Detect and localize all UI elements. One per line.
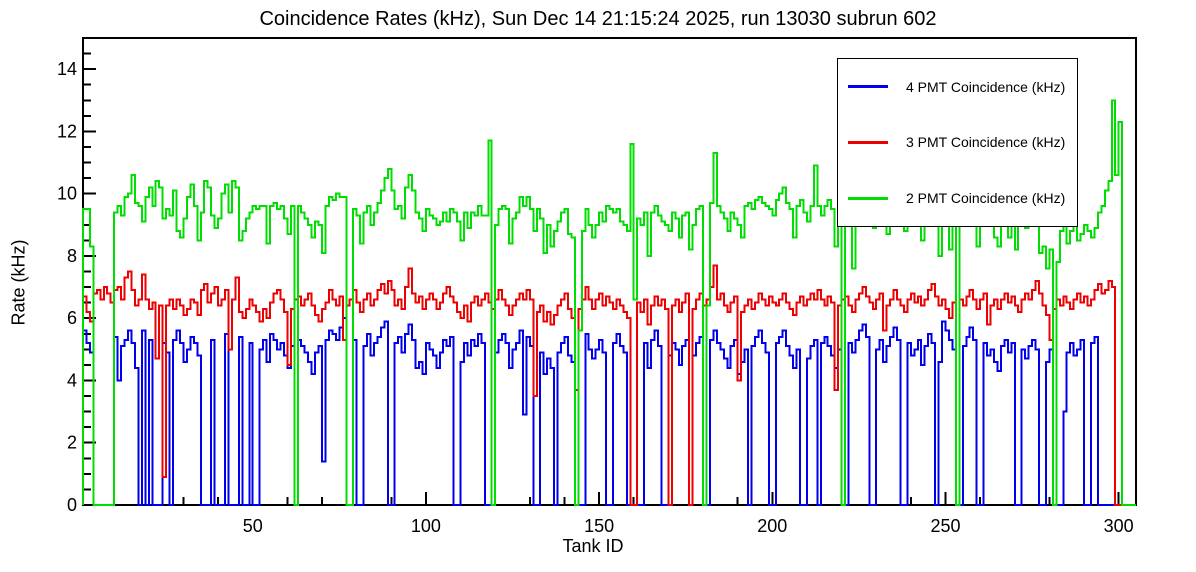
- x-tick-label: 150: [584, 516, 614, 536]
- legend-entry-2pmt: 2 PMT Coincidence (kHz): [838, 190, 1077, 206]
- chart-title: Coincidence Rates (kHz), Sun Dec 14 21:1…: [259, 8, 937, 30]
- x-tick-label: 200: [757, 516, 787, 536]
- y-tick-label: 8: [67, 246, 77, 266]
- y-tick-label: 4: [67, 370, 77, 390]
- y-tick-label: 14: [57, 59, 77, 79]
- y-tick-label: 12: [57, 121, 77, 141]
- x-tick-label: 300: [1104, 516, 1134, 536]
- legend-label-3pmt: 3 PMT Coincidence (kHz): [906, 134, 1066, 151]
- y-tick-label: 6: [67, 308, 77, 328]
- x-tick-label: 100: [411, 516, 441, 536]
- y-tick-label: 10: [57, 184, 77, 204]
- series-path-0: [82, 317, 1136, 506]
- y-tick-label: 2: [67, 433, 77, 453]
- legend-entry-4pmt: 4 PMT Coincidence (kHz): [838, 79, 1077, 95]
- legend-line-swatch-green: [848, 196, 888, 200]
- legend-box: 4 PMT Coincidence (kHz) 3 PMT Coincidenc…: [837, 58, 1078, 227]
- series-4pmt-coincidence-line: [82, 317, 1136, 506]
- legend-label-2pmt: 2 PMT Coincidence (kHz): [906, 190, 1066, 207]
- series-path-1: [82, 264, 1136, 506]
- legend-entry-3pmt: 3 PMT Coincidence (kHz): [838, 134, 1077, 150]
- x-axis-title: Tank ID: [562, 536, 624, 556]
- series-3pmt-coincidence-line: [82, 264, 1136, 506]
- y-tick-label: 0: [67, 495, 77, 515]
- legend-line-swatch-red: [848, 140, 888, 144]
- x-tick-label: 250: [930, 516, 960, 536]
- legend-label-4pmt: 4 PMT Coincidence (kHz): [906, 78, 1066, 95]
- legend-line-swatch-blue: [848, 85, 888, 89]
- y-axis-title: Rate (kHz): [8, 239, 29, 326]
- x-tick-label: 50: [243, 516, 263, 536]
